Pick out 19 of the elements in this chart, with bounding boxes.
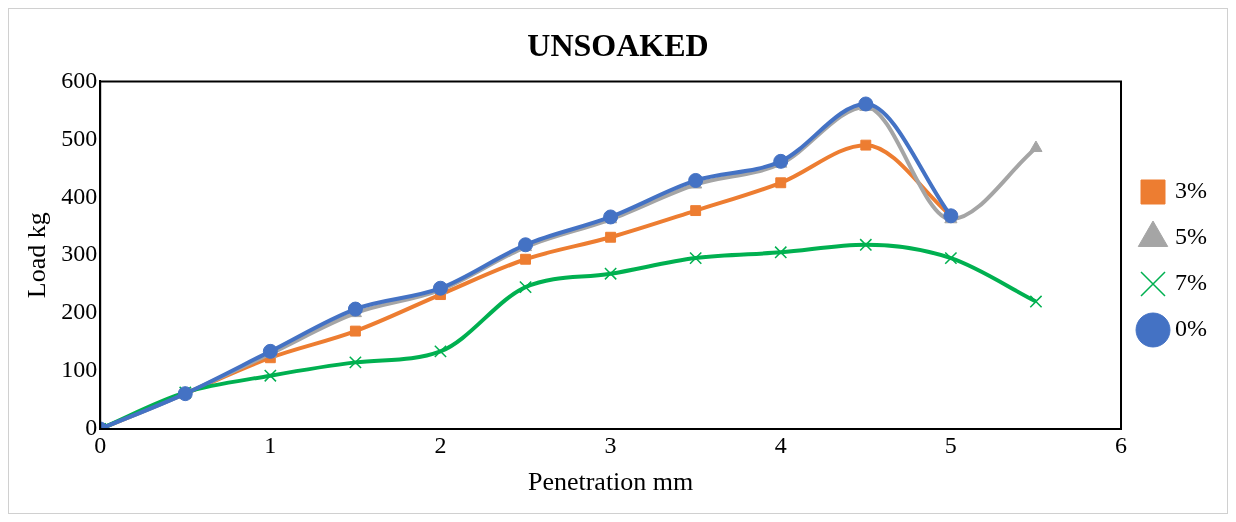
x-tick-label: 5 [944, 431, 957, 458]
x-tick-label: 3 [604, 431, 617, 458]
x-tick-label: 6 [1115, 431, 1128, 458]
y-tick-label: 200 [61, 298, 98, 325]
x-tick-label: 4 [774, 431, 787, 458]
chart-title: UNSOAKED [527, 27, 709, 64]
y-axis-title: Load kg [22, 212, 52, 299]
y-tick-label: 500 [61, 124, 98, 151]
y-tick-label: 100 [61, 356, 98, 383]
y-tick-label: 300 [61, 240, 98, 267]
x-tick-label: 1 [264, 431, 277, 458]
legend-label: 0% [1175, 315, 1208, 342]
x-tick-label: 2 [434, 431, 447, 458]
legend-label: 5% [1175, 223, 1208, 250]
y-tick-label: 600 [61, 66, 98, 93]
x-axis-title: Penetration mm [527, 467, 694, 497]
legend-label: 7% [1175, 269, 1208, 296]
y-tick-label: 400 [61, 182, 98, 209]
legend-label: 3% [1175, 177, 1208, 204]
